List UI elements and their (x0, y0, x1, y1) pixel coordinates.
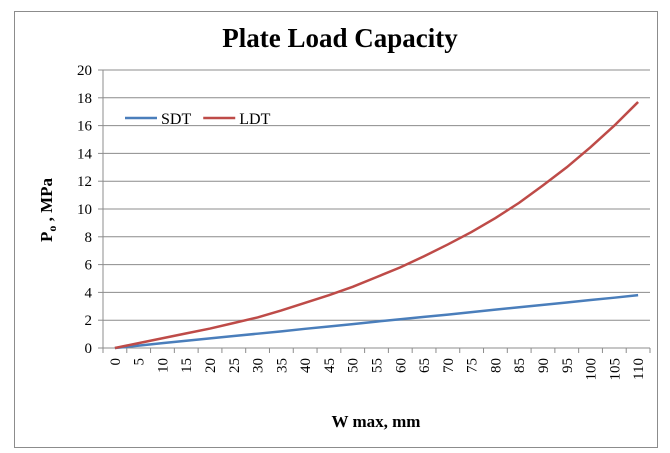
x-tick-label: 70 (441, 358, 457, 373)
y-tick-label: 16 (77, 119, 93, 135)
x-tick-label: 35 (274, 358, 290, 373)
x-tick-label: 10 (155, 358, 171, 373)
y-axis-label: Po , MPa (37, 177, 59, 242)
x-tick-label: 15 (179, 358, 195, 373)
y-tick-label: 14 (77, 146, 93, 162)
y-tick-label: 0 (85, 341, 93, 357)
y-tick-label: 6 (85, 258, 93, 274)
chart-title: Plate Load Capacity (222, 23, 458, 53)
x-tick-label: 110 (631, 358, 647, 380)
x-tick-label: 30 (251, 358, 267, 373)
x-tick-label: 75 (465, 358, 481, 373)
x-tick-label: 100 (584, 358, 600, 381)
x-tick-label: 0 (108, 358, 124, 366)
y-tick-label: 8 (85, 230, 93, 246)
y-tick-label: 2 (85, 313, 93, 329)
legend-label: LDT (239, 111, 270, 128)
x-tick-label: 85 (512, 358, 528, 373)
x-tick-label: 5 (132, 358, 148, 366)
x-axis-label: W max, mm (332, 412, 421, 431)
series-line (114, 101, 639, 350)
y-tick-label: 18 (77, 91, 92, 107)
y-tick-label: 10 (77, 202, 92, 218)
legend-label: SDT (161, 111, 191, 128)
y-label-main: P (37, 232, 56, 242)
x-tick-label: 45 (322, 358, 338, 373)
x-tick-label: 25 (227, 358, 243, 373)
x-tick-label: 95 (560, 358, 576, 373)
x-tick-label: 105 (607, 358, 623, 381)
y-tick-label: 20 (77, 63, 92, 79)
y-tick-label: 4 (85, 285, 93, 301)
x-tick-label: 90 (536, 358, 552, 373)
y-tick-label: 12 (77, 174, 92, 190)
x-tick-label: 60 (393, 358, 409, 373)
x-tick-label: 65 (417, 358, 433, 373)
x-tick-label: 55 (370, 358, 386, 373)
x-tick-label: 20 (203, 358, 219, 373)
x-tick-label: 50 (346, 358, 362, 373)
x-tick-label: 80 (488, 358, 504, 373)
y-label-sub: o (45, 226, 59, 232)
series-line (114, 293, 639, 350)
y-label-rest: , MPa (37, 177, 56, 225)
chart-frame (14, 11, 658, 448)
x-tick-label: 40 (298, 358, 314, 373)
